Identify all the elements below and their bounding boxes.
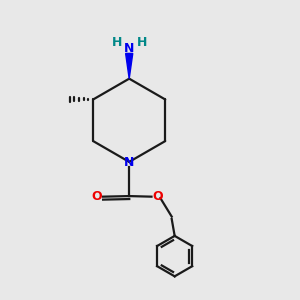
- Polygon shape: [126, 53, 133, 79]
- Text: N: N: [124, 42, 134, 55]
- Text: O: O: [153, 190, 163, 202]
- Text: O: O: [91, 190, 102, 202]
- Text: H: H: [136, 36, 147, 49]
- Text: H: H: [112, 36, 122, 49]
- Text: N: N: [124, 156, 134, 169]
